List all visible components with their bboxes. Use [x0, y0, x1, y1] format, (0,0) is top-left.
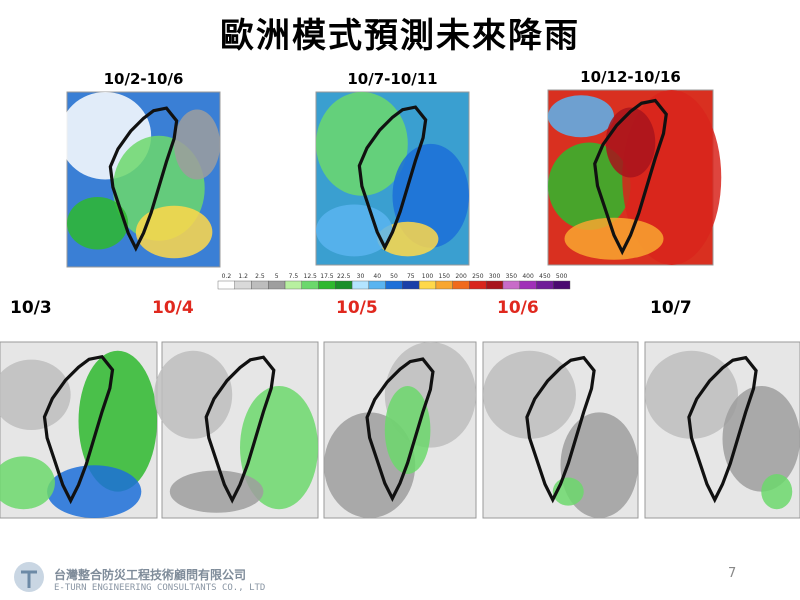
rain-area	[135, 205, 213, 259]
rain-area	[384, 386, 431, 474]
colorbar-swatch	[284, 280, 303, 290]
company-name: 台灣整合防災工程技術顧問有限公司	[54, 568, 247, 582]
rain-area	[78, 350, 157, 492]
rain-area	[0, 456, 55, 510]
colorbar-label: 40	[373, 273, 381, 280]
colorbar-label: 450	[539, 273, 551, 280]
colorbar-swatch	[301, 280, 319, 290]
colorbar-label: 100	[422, 273, 434, 280]
colorbar-label: 5	[275, 273, 279, 280]
company-logo	[14, 562, 44, 592]
day-label: 10/7	[650, 298, 692, 318]
colorbar-swatch	[452, 280, 470, 290]
colorbar-swatch	[335, 280, 353, 290]
slide-title: 歐洲模式預測未來降雨	[220, 16, 580, 56]
colorbar-swatch	[469, 280, 487, 290]
colorbar-swatch	[418, 280, 437, 290]
colorbar-label: 2.5	[255, 273, 265, 280]
day-label: 10/6	[497, 298, 539, 318]
colorbar-swatch	[385, 280, 403, 290]
rainfall-map	[644, 341, 800, 519]
colorbar-swatch	[519, 280, 537, 290]
rain-area	[67, 197, 129, 250]
colorbar-label: 12.5	[304, 273, 318, 280]
rain-area	[0, 359, 71, 430]
rain-area	[548, 95, 614, 138]
rain-area	[154, 350, 233, 439]
rain-area	[548, 142, 631, 230]
page-number: 7	[728, 566, 737, 581]
colorbar-label: 200	[455, 273, 467, 280]
colorbar-label: 7.5	[289, 273, 299, 280]
rainfall-map	[323, 341, 477, 519]
rain-area	[645, 350, 738, 439]
rain-area	[47, 465, 142, 518]
period-label: 10/7-10/11	[347, 70, 438, 88]
rainfall-map	[0, 341, 158, 519]
colorbar-swatch	[435, 280, 453, 290]
colorbar-label: 22.5	[337, 273, 351, 280]
rain-area	[483, 350, 576, 439]
rain-area	[316, 91, 408, 196]
colorbar-label: 250	[472, 273, 484, 280]
rainfall-map	[482, 341, 639, 519]
rain-area	[605, 107, 656, 178]
rainfall-map	[154, 341, 319, 519]
colorbar-swatch	[368, 280, 386, 290]
colorbar-label: 500	[556, 273, 568, 280]
colorbar-label: 350	[506, 273, 518, 280]
colorbar-swatch	[485, 280, 504, 290]
rainfall-map	[315, 91, 470, 266]
colorbar-label: 400	[522, 273, 534, 280]
company-name-en: E-TURN ENGINEERING CONSULTANTS CO., LTD	[54, 583, 266, 593]
colorbar-swatch	[251, 280, 269, 290]
rain-area	[169, 470, 264, 513]
colorbar-label: 17.5	[320, 273, 334, 280]
colorbar-label: 75	[407, 273, 415, 280]
colorbar-label: 1.2	[238, 273, 248, 280]
rain-area	[316, 204, 393, 257]
day-label: 10/3	[10, 298, 52, 318]
colorbar-swatch	[268, 280, 286, 290]
day-label: 10/5	[336, 298, 378, 318]
colorbar-label: 300	[489, 273, 501, 280]
colorbar-swatch	[536, 280, 554, 290]
colorbar-swatch	[318, 280, 336, 290]
colorbar-swatch	[553, 280, 571, 290]
colorbar-label: 150	[439, 273, 451, 280]
colorbar-label: 0.2	[222, 273, 232, 280]
colorbar-swatch	[234, 280, 252, 290]
day-label: 10/4	[152, 298, 194, 318]
rain-area	[761, 474, 793, 510]
rain-area	[722, 386, 800, 492]
period-label: 10/2-10/6	[103, 70, 184, 88]
period-label: 10/12-10/16	[580, 68, 681, 86]
colorbar-swatch	[502, 280, 520, 290]
colorbar-swatch	[351, 280, 370, 290]
rainfall-map	[59, 91, 221, 268]
rain-area	[174, 109, 220, 180]
rainfall-map	[547, 89, 722, 266]
colorbar-swatch	[402, 280, 420, 290]
rain-area	[240, 386, 318, 510]
colorbar-swatch	[217, 280, 235, 290]
colorbar-label: 50	[390, 273, 398, 280]
colorbar-label: 30	[357, 273, 365, 280]
